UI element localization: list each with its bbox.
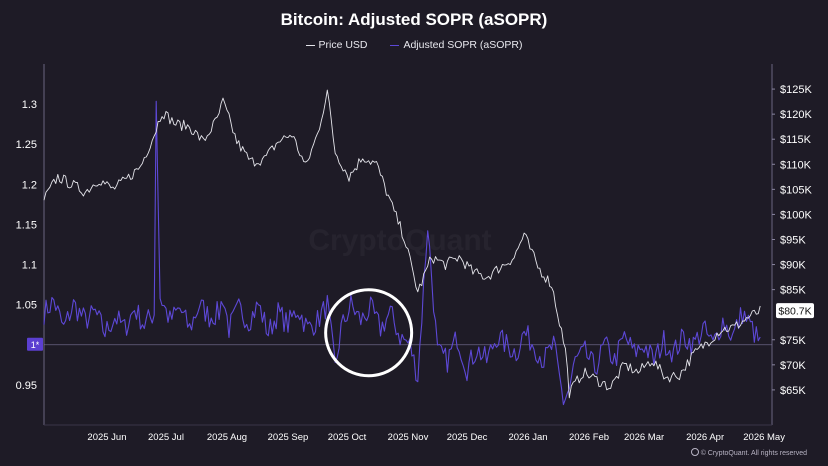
legend-swatch-price — [305, 44, 315, 46]
y-right-tick-label: $110K — [780, 159, 812, 171]
y-right-tick-label: $115K — [780, 134, 812, 146]
y-right-tick-label: $70K — [780, 360, 806, 372]
x-tick-label: 2025 Jul — [148, 432, 184, 443]
current-price-label: $80.7K — [778, 306, 811, 318]
legend-swatch-asopr — [390, 44, 400, 46]
y-right-tick-label: $120K — [780, 109, 812, 121]
price-series-line — [43, 89, 761, 399]
axes-group: 1.3 1.25 1.2 1.15 1.1 1.05 0.95 $125K $120K $115K… — [16, 64, 812, 443]
x-tick-label: 2026 Feb — [569, 432, 609, 443]
y-right-tick-label: $65K — [780, 385, 806, 397]
y-left-tick-label: 1.05 — [16, 300, 37, 312]
x-tick-label: 2025 Aug — [207, 432, 247, 443]
x-tick-label: 2025 Nov — [388, 432, 429, 443]
x-tick-label: 2025 Oct — [328, 432, 367, 443]
reference-badge — [27, 337, 43, 351]
y-right-tick-label: $105K — [780, 184, 812, 196]
y-right-tick-label: $75K — [780, 335, 806, 347]
x-tick-label: 2026 May — [743, 432, 785, 443]
reference-badge-label: 1* — [31, 340, 40, 350]
legend-item-price[interactable]: Price USD — [305, 39, 371, 51]
y-right-tick-label: $100K — [780, 209, 812, 221]
x-tick-label: 2026 Apr — [686, 432, 724, 443]
x-tick-label: 2026 Jan — [508, 432, 547, 443]
watermark-logo: CryptoQuant — [308, 224, 491, 257]
x-tick-label: 2026 Mar — [624, 432, 664, 443]
overlay-group: $80.7K — [324, 288, 814, 378]
y-left-tick-label: 1.2 — [22, 179, 37, 191]
current-price-badge — [776, 303, 814, 319]
x-tick-label: 2025 Sep — [268, 432, 309, 443]
chart-title: Bitcoin: Adjusted SOPR (aSOPR) — [280, 10, 548, 29]
legend-item-asopr[interactable]: Adjusted SOPR (aSOPR) — [390, 39, 522, 51]
y-right-tick-label: $90K — [780, 260, 806, 272]
series-group — [43, 89, 761, 406]
legend-label-price: Price USD — [318, 39, 368, 51]
y-right-tick-label: $85K — [780, 285, 806, 297]
cryptoquant-logo-icon — [690, 448, 699, 456]
chart-legend: Price USD Adjusted SOPR (aSOPR) — [0, 39, 828, 51]
y-left-tick-label: 0.95 — [16, 380, 37, 392]
y-right-tick-label: $125K — [780, 84, 812, 96]
x-tick-label: 2025 Jun — [87, 432, 126, 443]
highlight-circle — [324, 288, 414, 378]
y-right-tick-label: $95K — [780, 234, 806, 246]
copyright-credit: © CryptoQuant. All rights reserved — [690, 448, 807, 457]
asopr-series-line — [43, 100, 761, 406]
y-left-tick-label: 1.25 — [16, 139, 37, 151]
credit-text: © CryptoQuant. All rights reserved — [700, 450, 807, 457]
x-tick-label: 2025 Dec — [447, 432, 488, 443]
y-left-tick-label: 1.3 — [22, 99, 37, 111]
y-left-tick-label: 1.1 — [22, 260, 37, 272]
y-left-tick-label: 1.15 — [16, 219, 37, 231]
legend-label-asopr: Adjusted SOPR (aSOPR) — [403, 39, 523, 51]
